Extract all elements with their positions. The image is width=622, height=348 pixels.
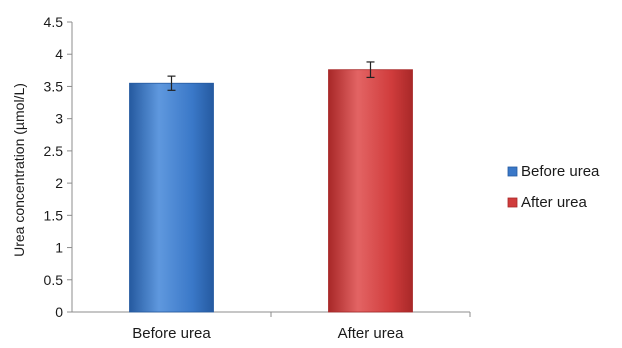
legend: Before urea After urea xyxy=(507,163,600,211)
y-tick-label: 3 xyxy=(55,111,63,127)
bar xyxy=(129,82,214,313)
y-tick-label: 0 xyxy=(55,304,63,320)
y-tick-label: 4.5 xyxy=(44,14,64,30)
bar xyxy=(328,69,413,313)
y-tick-label: 2 xyxy=(55,175,63,191)
y-tick-label: 4 xyxy=(55,46,63,62)
y-tick-label: 1.5 xyxy=(44,207,64,223)
y-tick-label: 3.5 xyxy=(44,78,64,94)
legend-swatch xyxy=(507,197,518,208)
axes: 0 0.5 1 1.5 2 2.5 3 3.5 4 4.5 Before urea After ure… xyxy=(44,14,471,342)
y-tick-label: 1 xyxy=(55,240,63,256)
legend-label: After urea xyxy=(521,194,588,211)
y-axis-label: Urea concentration (µmol/L) xyxy=(11,83,27,257)
x-tick-label: Before urea xyxy=(132,325,211,342)
x-tick-label: After urea xyxy=(338,325,405,342)
y-tick-label: 2.5 xyxy=(44,143,64,159)
y-tick-label: 0.5 xyxy=(44,272,64,288)
legend-label: Before urea xyxy=(521,163,600,180)
bars xyxy=(129,61,413,313)
legend-swatch xyxy=(507,166,518,177)
